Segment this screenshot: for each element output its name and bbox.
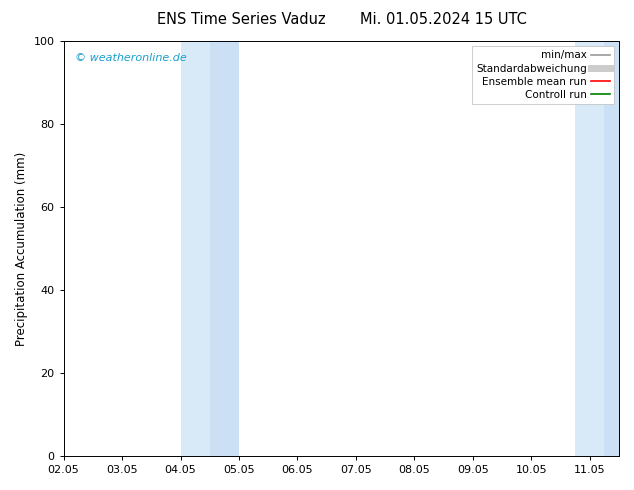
Y-axis label: Precipitation Accumulation (mm): Precipitation Accumulation (mm)	[15, 151, 28, 345]
Bar	[210, 41, 239, 456]
Bar	[604, 41, 633, 456]
Text: ENS Time Series Vaduz: ENS Time Series Vaduz	[157, 12, 325, 27]
Bar	[181, 41, 210, 456]
Text: Mi. 01.05.2024 15 UTC: Mi. 01.05.2024 15 UTC	[360, 12, 527, 27]
Bar	[575, 41, 604, 456]
Text: © weatheronline.de: © weatheronline.de	[75, 53, 186, 64]
Legend: min/max, Standardabweichung, Ensemble mean run, Controll run: min/max, Standardabweichung, Ensemble me…	[472, 46, 614, 104]
